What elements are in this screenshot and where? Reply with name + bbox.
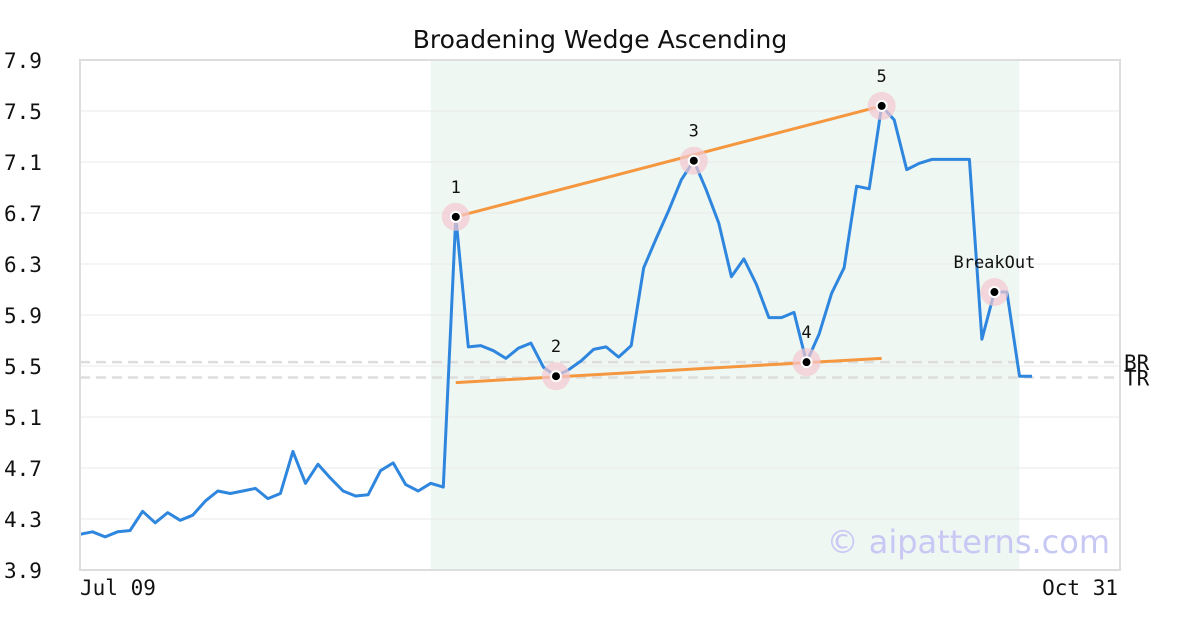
y-tick-label: 3.9	[4, 559, 42, 583]
x-axis-ticks: Jul 09 Oct 31	[80, 576, 1118, 600]
point-marker-5	[875, 99, 888, 112]
point-marker-1	[449, 210, 462, 223]
point-label-1: 1	[451, 178, 461, 198]
plot-border	[79, 59, 1121, 571]
point-marker-2	[550, 370, 562, 383]
gridlines	[80, 110, 1120, 520]
y-tick-label: 7.9	[4, 49, 42, 73]
reference-label-tr: TR	[1124, 366, 1150, 390]
y-tick-label: 4.3	[4, 508, 42, 532]
point-label-3: 3	[689, 122, 699, 142]
y-axis-ticks: 3.9 4.3 4.7 5.1 5.5 5.9 6.3 6.7 7.1 7.5 7.9	[4, 49, 42, 583]
x-tick-label: Oct 31	[1042, 576, 1118, 600]
point-label-2: 2	[551, 337, 561, 357]
y-tick-label: 6.3	[4, 253, 42, 277]
upper-trendline	[455, 104, 883, 219]
pattern-points: 1 2 3 4 5 BreakOut	[441, 67, 1035, 391]
y-tick-label: 6.7	[4, 202, 42, 226]
y-tick-label: 7.1	[4, 151, 42, 175]
point-label-5: 5	[877, 67, 887, 87]
point-marker-3	[687, 154, 700, 167]
point-label-breakout: BreakOut	[953, 253, 1035, 273]
y-tick-label: 5.5	[4, 355, 42, 379]
y-tick-label: 7.5	[4, 100, 42, 124]
watermark: © aipatterns.com	[827, 523, 1110, 561]
point-marker-breakout	[988, 286, 1001, 299]
y-tick-label: 4.7	[4, 457, 42, 481]
x-tick-label: Jul 09	[80, 576, 156, 600]
chart-title: Broadening Wedge Ascending	[413, 25, 788, 54]
y-tick-label: 5.1	[4, 406, 42, 430]
reference-label-br: BR	[1124, 351, 1150, 375]
y-tick-label: 5.9	[4, 304, 42, 328]
point-marker-4	[800, 356, 813, 369]
point-label-4: 4	[801, 323, 811, 343]
